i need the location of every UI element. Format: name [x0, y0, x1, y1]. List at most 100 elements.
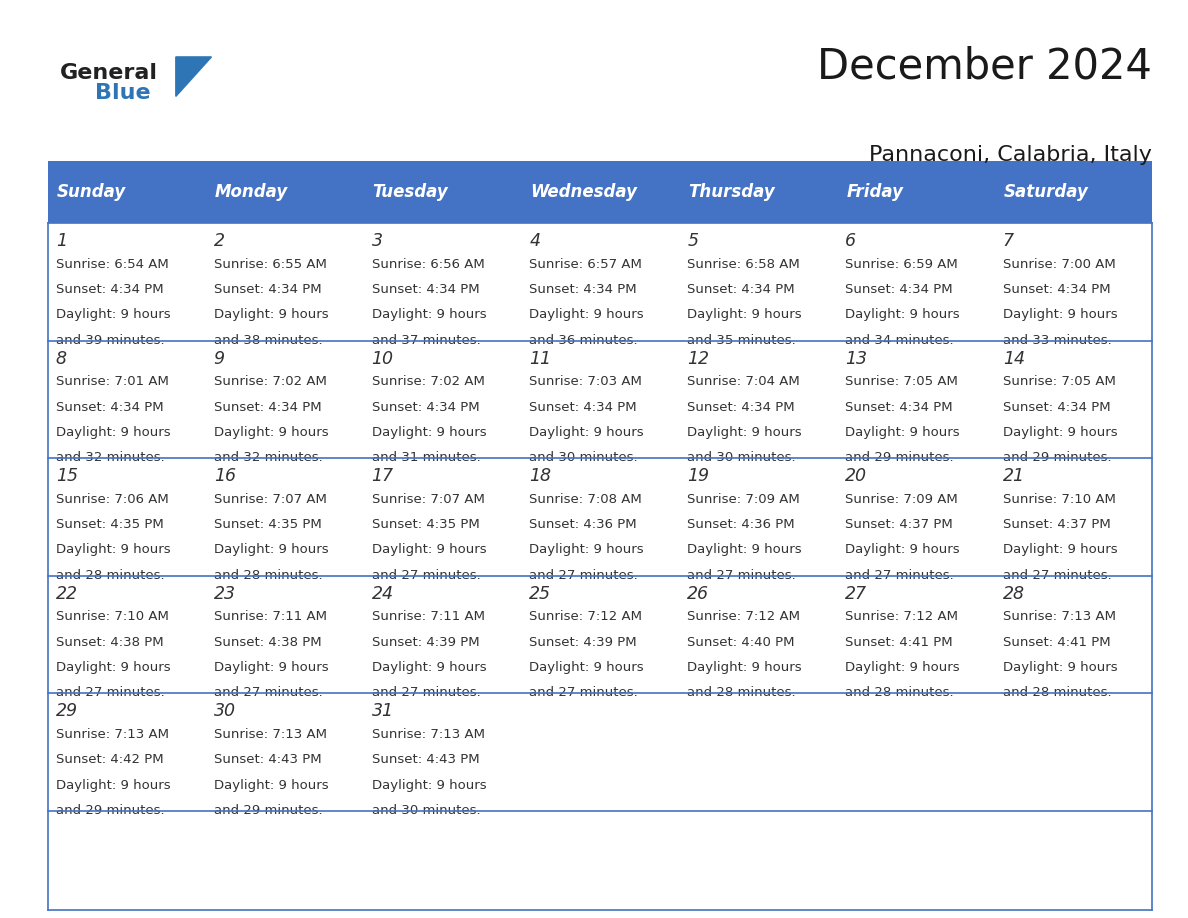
Bar	[364, 576, 522, 693]
Text: Sunrise: 7:13 AM: Sunrise: 7:13 AM	[372, 728, 485, 741]
Bar	[994, 458, 1152, 576]
Text: and 28 minutes.: and 28 minutes.	[56, 569, 164, 582]
Bar	[206, 458, 364, 576]
Text: Sunrise: 7:04 AM: Sunrise: 7:04 AM	[687, 375, 800, 388]
Text: Sunset: 4:34 PM: Sunset: 4:34 PM	[372, 284, 479, 297]
Text: 7: 7	[1003, 232, 1013, 251]
Text: Sunset: 4:36 PM: Sunset: 4:36 PM	[530, 519, 637, 532]
Bar	[522, 458, 678, 576]
Text: 21: 21	[1003, 467, 1025, 486]
Bar	[994, 693, 1152, 811]
Text: Sunrise: 7:09 AM: Sunrise: 7:09 AM	[845, 493, 958, 506]
Text: and 37 minutes.: and 37 minutes.	[372, 334, 480, 347]
Text: Sunrise: 6:56 AM: Sunrise: 6:56 AM	[372, 258, 485, 271]
Text: 19: 19	[687, 467, 709, 486]
Text: Tuesday: Tuesday	[373, 183, 448, 201]
Text: Sunset: 4:34 PM: Sunset: 4:34 PM	[1003, 284, 1111, 297]
Text: and 30 minutes.: and 30 minutes.	[530, 452, 638, 465]
Bar	[48, 576, 206, 693]
Text: and 33 minutes.: and 33 minutes.	[1003, 334, 1112, 347]
Text: Sunset: 4:35 PM: Sunset: 4:35 PM	[372, 519, 479, 532]
Text: 6: 6	[845, 232, 857, 251]
Text: and 27 minutes.: and 27 minutes.	[372, 687, 480, 700]
Bar	[522, 161, 678, 223]
Text: Friday: Friday	[846, 183, 903, 201]
Text: 18: 18	[530, 467, 551, 486]
Bar	[678, 223, 836, 341]
Bar	[364, 223, 522, 341]
Bar	[522, 576, 678, 693]
Polygon shape	[176, 57, 211, 96]
Text: Daylight: 9 hours: Daylight: 9 hours	[372, 426, 486, 439]
Bar	[206, 576, 364, 693]
Text: Sunset: 4:34 PM: Sunset: 4:34 PM	[845, 401, 953, 414]
Text: Daylight: 9 hours: Daylight: 9 hours	[530, 661, 644, 674]
Text: 27: 27	[845, 585, 867, 603]
Text: Sunrise: 6:57 AM: Sunrise: 6:57 AM	[530, 258, 643, 271]
Text: 14: 14	[1003, 350, 1025, 368]
Bar	[206, 223, 364, 341]
Text: and 27 minutes.: and 27 minutes.	[530, 687, 638, 700]
Text: Sunset: 4:40 PM: Sunset: 4:40 PM	[687, 636, 795, 649]
Bar	[836, 811, 994, 910]
Bar	[678, 693, 836, 811]
Text: 15: 15	[56, 467, 78, 486]
Text: Daylight: 9 hours: Daylight: 9 hours	[530, 308, 644, 321]
Text: 2: 2	[214, 232, 225, 251]
Bar	[836, 161, 994, 223]
Text: and 32 minutes.: and 32 minutes.	[56, 452, 165, 465]
Text: Sunrise: 7:11 AM: Sunrise: 7:11 AM	[214, 610, 327, 623]
Text: Daylight: 9 hours: Daylight: 9 hours	[56, 778, 170, 791]
Text: and 29 minutes.: and 29 minutes.	[1003, 452, 1112, 465]
Text: Sunrise: 7:03 AM: Sunrise: 7:03 AM	[530, 375, 643, 388]
Text: Blue: Blue	[95, 83, 151, 103]
Bar	[48, 458, 206, 576]
Text: Daylight: 9 hours: Daylight: 9 hours	[530, 426, 644, 439]
Text: 3: 3	[372, 232, 383, 251]
Text: Sunset: 4:34 PM: Sunset: 4:34 PM	[214, 284, 321, 297]
Text: Daylight: 9 hours: Daylight: 9 hours	[687, 543, 802, 556]
Text: Daylight: 9 hours: Daylight: 9 hours	[530, 543, 644, 556]
Bar	[206, 341, 364, 458]
Text: Sunset: 4:34 PM: Sunset: 4:34 PM	[56, 401, 164, 414]
Text: Sunrise: 7:02 AM: Sunrise: 7:02 AM	[372, 375, 485, 388]
Text: and 28 minutes.: and 28 minutes.	[845, 687, 954, 700]
Text: Sunrise: 7:10 AM: Sunrise: 7:10 AM	[1003, 493, 1116, 506]
Text: 22: 22	[56, 585, 78, 603]
Text: and 30 minutes.: and 30 minutes.	[687, 452, 796, 465]
Text: Sunrise: 6:55 AM: Sunrise: 6:55 AM	[214, 258, 327, 271]
Text: Daylight: 9 hours: Daylight: 9 hours	[687, 661, 802, 674]
Text: Sunset: 4:34 PM: Sunset: 4:34 PM	[845, 284, 953, 297]
Text: Daylight: 9 hours: Daylight: 9 hours	[56, 308, 170, 321]
Text: Sunset: 4:41 PM: Sunset: 4:41 PM	[845, 636, 953, 649]
Text: 29: 29	[56, 702, 78, 721]
Text: and 36 minutes.: and 36 minutes.	[530, 334, 638, 347]
Bar	[836, 693, 994, 811]
Text: Thursday: Thursday	[688, 183, 775, 201]
Text: Sunset: 4:39 PM: Sunset: 4:39 PM	[372, 636, 479, 649]
Text: 31: 31	[372, 702, 393, 721]
Text: and 29 minutes.: and 29 minutes.	[214, 804, 322, 817]
Text: Sunrise: 7:05 AM: Sunrise: 7:05 AM	[845, 375, 958, 388]
Text: 20: 20	[845, 467, 867, 486]
Text: Sunrise: 7:01 AM: Sunrise: 7:01 AM	[56, 375, 169, 388]
Text: and 27 minutes.: and 27 minutes.	[372, 569, 480, 582]
Text: Sunrise: 7:02 AM: Sunrise: 7:02 AM	[214, 375, 327, 388]
Text: Sunrise: 7:13 AM: Sunrise: 7:13 AM	[1003, 610, 1116, 623]
Text: Sunset: 4:43 PM: Sunset: 4:43 PM	[214, 754, 321, 767]
Text: Daylight: 9 hours: Daylight: 9 hours	[56, 426, 170, 439]
Bar	[522, 341, 678, 458]
Bar	[678, 458, 836, 576]
Text: Sunset: 4:37 PM: Sunset: 4:37 PM	[845, 519, 953, 532]
Text: Sunset: 4:34 PM: Sunset: 4:34 PM	[530, 401, 637, 414]
Text: Sunrise: 6:59 AM: Sunrise: 6:59 AM	[845, 258, 958, 271]
Text: Daylight: 9 hours: Daylight: 9 hours	[56, 543, 170, 556]
Text: 30: 30	[214, 702, 235, 721]
Text: Daylight: 9 hours: Daylight: 9 hours	[214, 661, 328, 674]
Bar	[48, 693, 206, 811]
Bar	[678, 811, 836, 910]
Text: Wednesday: Wednesday	[531, 183, 638, 201]
Text: 8: 8	[56, 350, 67, 368]
Bar	[48, 223, 206, 341]
Text: Sunrise: 7:05 AM: Sunrise: 7:05 AM	[1003, 375, 1116, 388]
